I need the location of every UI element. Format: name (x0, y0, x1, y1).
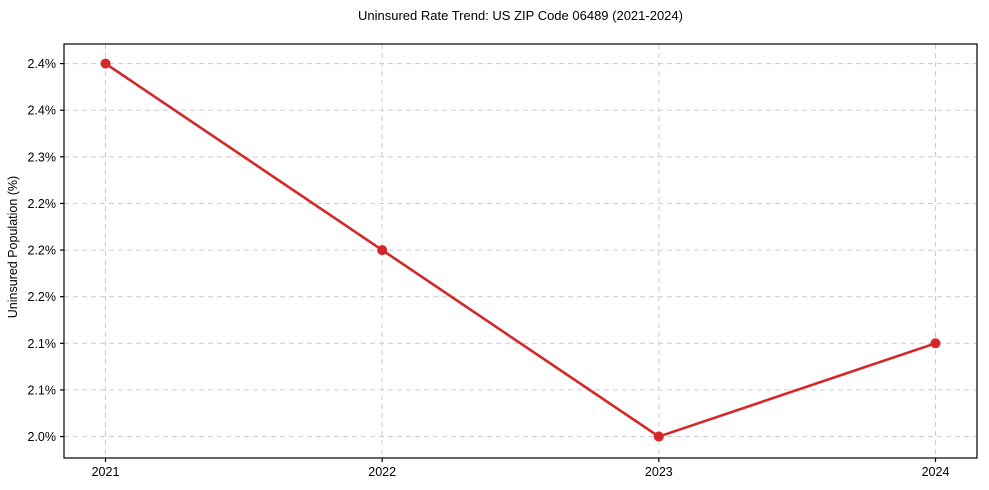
y-tick-label: 2.4% (28, 57, 57, 71)
x-tick-label: 2022 (368, 465, 396, 479)
plot-border (63, 43, 978, 459)
y-tick-label: 2.4% (28, 104, 57, 118)
data-point-marker (100, 58, 111, 69)
y-tick-label: 2.2% (28, 290, 57, 304)
data-point-marker (930, 338, 941, 349)
data-point-marker (377, 245, 388, 256)
y-tick-label: 2.2% (28, 244, 57, 258)
x-tick-label: 2024 (922, 465, 950, 479)
y-tick-label: 2.2% (28, 197, 57, 211)
trend-line (104, 62, 937, 438)
y-tick-label: 2.0% (28, 430, 57, 444)
y-tick-label: 2.1% (28, 383, 57, 397)
x-tick-label: 2023 (645, 465, 673, 479)
chart-title: Uninsured Rate Trend: US ZIP Code 06489 … (358, 8, 683, 23)
data-point-marker (653, 431, 664, 442)
x-tick-label: 2021 (92, 465, 120, 479)
y-tick-label: 2.3% (28, 150, 57, 164)
y-tick-label: 2.1% (28, 337, 57, 351)
